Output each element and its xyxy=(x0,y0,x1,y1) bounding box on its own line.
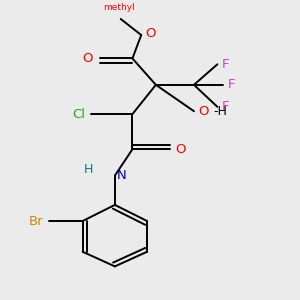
Text: O: O xyxy=(82,52,93,65)
Text: F: F xyxy=(222,58,229,71)
Text: Br: Br xyxy=(28,214,43,227)
Text: Cl: Cl xyxy=(73,108,85,121)
Text: F: F xyxy=(222,100,229,113)
Text: O: O xyxy=(198,105,209,118)
Text: O: O xyxy=(175,143,185,156)
Text: H: H xyxy=(84,163,93,176)
Text: -H: -H xyxy=(214,105,228,118)
Text: F: F xyxy=(228,78,235,91)
Text: N: N xyxy=(116,169,126,182)
Text: methyl: methyl xyxy=(103,3,135,12)
Text: O: O xyxy=(146,27,156,40)
